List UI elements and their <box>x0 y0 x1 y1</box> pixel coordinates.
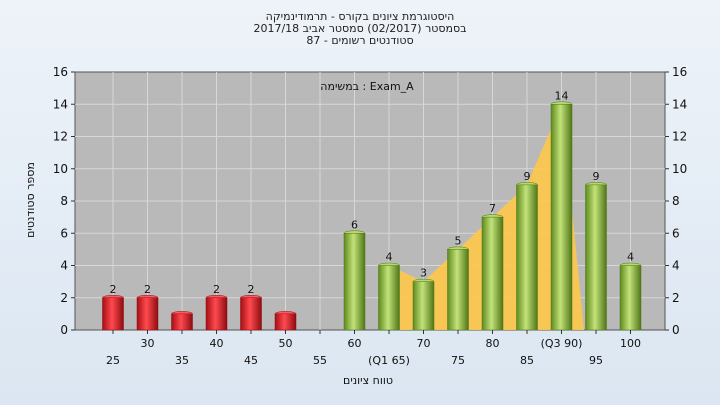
y-tick-label-left: 0 <box>60 323 68 337</box>
y-tick-label-left: 6 <box>60 226 68 240</box>
data-label: 6 <box>351 218 358 231</box>
bar <box>619 265 642 331</box>
y-tick-label-right: 14 <box>672 97 687 111</box>
bar <box>274 313 297 331</box>
y-tick-label-right: 2 <box>672 291 680 305</box>
data-label: 9 <box>524 170 531 183</box>
x-tick-label: 50 <box>279 337 293 350</box>
data-label: 2 <box>248 283 255 296</box>
chart-title-line-2: בסמסטר (02/2017) סמסטר אביב 2017/18 <box>253 22 467 35</box>
data-label: 14 <box>555 89 569 102</box>
y-tick-label-left: 10 <box>53 162 68 176</box>
x-tick-label: 75 <box>451 354 465 367</box>
x-tick-label: 95 <box>589 354 603 367</box>
y-tick-label-left: 12 <box>53 130 68 144</box>
bar <box>102 297 124 331</box>
x-tick-label: (Q3 90) <box>541 337 583 350</box>
bars <box>102 101 642 331</box>
y-tick-label-right: 4 <box>672 259 680 273</box>
y-tick-label-right: 12 <box>672 130 687 144</box>
data-label: 3 <box>420 267 427 280</box>
x-tick-label: 30 <box>141 337 155 350</box>
x-tick-label: 35 <box>175 354 189 367</box>
data-label: 2 <box>110 283 117 296</box>
y-tick-label-right: 6 <box>672 226 680 240</box>
x-tick-label: 70 <box>417 337 431 350</box>
bar <box>136 297 159 331</box>
x-axis-title: טווח ציונים <box>343 374 393 387</box>
x-tick-label: (Q1 65) <box>368 354 410 367</box>
data-label: 4 <box>386 251 393 264</box>
chart-annotation: במשימה : Exam_A <box>320 80 414 93</box>
y-tick-label-right: 16 <box>672 65 687 79</box>
chart-title-line-3: סטודנטים רשומים - 87 <box>306 34 414 47</box>
data-label: 2 <box>213 283 220 296</box>
bar <box>585 184 607 331</box>
data-label: 2 <box>144 283 151 296</box>
x-tick-label: 55 <box>313 354 327 367</box>
bar <box>240 297 262 331</box>
data-labels: 2 2 2 2 6 4 3 5 7 9 14 9 4 <box>110 89 635 296</box>
data-label: 4 <box>627 251 634 264</box>
bar <box>343 233 366 331</box>
bar <box>481 216 504 331</box>
x-tick-label: 45 <box>244 354 258 367</box>
y-tick-label-left: 2 <box>60 291 68 305</box>
data-label: 9 <box>593 170 600 183</box>
x-tick-label: 40 <box>210 337 224 350</box>
chart-title-line-1: היסטוגרמת ציונים בקורס - תרמודינמיקה <box>265 10 455 23</box>
bar <box>205 297 228 331</box>
y-axis-left: 0 2 4 6 8 10 12 14 16 <box>53 65 75 337</box>
x-tick-label: 80 <box>486 337 500 350</box>
x-tick-label: 25 <box>106 354 120 367</box>
y-tick-label-left: 4 <box>60 259 68 273</box>
y-tick-label-right: 10 <box>672 162 687 176</box>
y-tick-label-left: 8 <box>60 194 68 208</box>
y-tick-label-right: 0 <box>672 323 680 337</box>
x-tick-label: 85 <box>520 354 534 367</box>
data-label: 7 <box>489 202 496 215</box>
y-axis-title: מספר סטודנטים <box>24 162 37 238</box>
bar <box>550 104 573 331</box>
x-axis: 25 30 35 40 45 50 55 60 (Q1 65) 70 75 80 85 (Q3 90) 95… <box>106 330 641 367</box>
bar <box>171 313 193 331</box>
data-label: 5 <box>455 234 462 247</box>
bar <box>516 184 538 331</box>
y-tick-label-left: 14 <box>53 97 68 111</box>
y-tick-label-left: 16 <box>53 65 68 79</box>
y-axis-right: 0 2 4 6 8 10 12 14 16 <box>665 65 687 337</box>
y-tick-label-right: 8 <box>672 194 680 208</box>
bar <box>412 281 435 331</box>
x-tick-label: 60 <box>348 337 362 350</box>
bar <box>378 265 400 331</box>
bar <box>447 249 469 331</box>
x-tick-label: 100 <box>620 337 641 350</box>
